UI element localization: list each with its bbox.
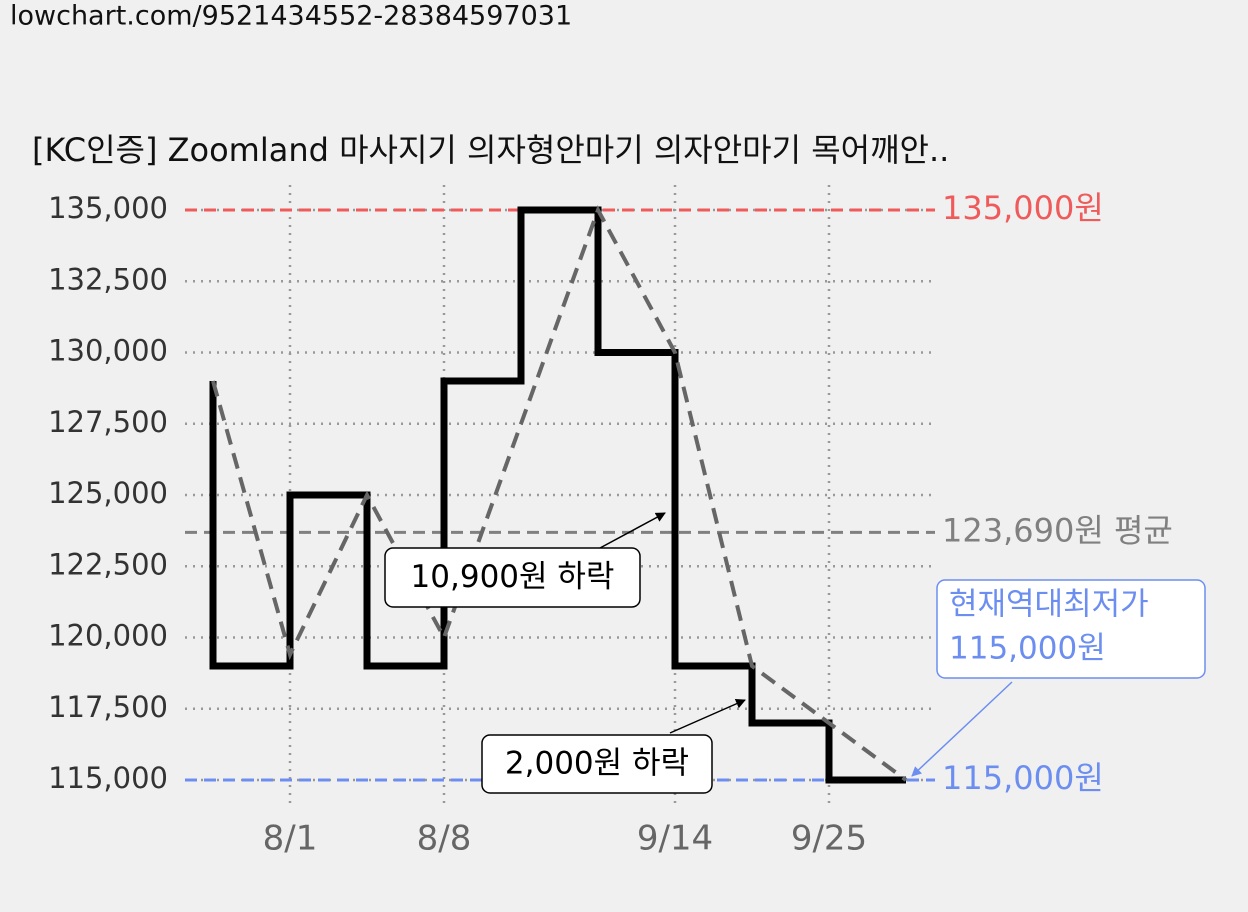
x-tick-label: 8/8 — [417, 819, 472, 859]
annotation-box — [384, 547, 641, 608]
annotation-box — [936, 579, 1206, 679]
price-line — [209, 206, 906, 784]
y-tick-label: 120,000 — [48, 619, 168, 653]
y-tick-label: 125,000 — [48, 476, 168, 510]
reference-label: 115,000원 — [942, 759, 1104, 797]
x-tick-label: 9/14 — [637, 819, 713, 859]
url: lowchart.com/9521434552-28384597031 — [10, 1, 572, 32]
y-tick-label: 132,500 — [48, 262, 168, 296]
y-tick-label: 115,000 — [48, 761, 168, 795]
y-tick-label: 127,500 — [48, 405, 168, 439]
y-tick-label: 117,500 — [48, 690, 168, 724]
y-tick-label: 122,500 — [48, 547, 168, 581]
x-tick-label: 9/25 — [791, 819, 867, 859]
annotation-box — [481, 734, 713, 794]
chart-title: [KC인증] Zoomland 마사지기 의자형안마기 의자안마기 목어깨안.. — [32, 131, 949, 169]
annotation-text: 10,900원 하락 — [411, 559, 615, 595]
reference-label: 135,000원 — [942, 189, 1104, 227]
x-tick-label: 8/1 — [263, 819, 318, 859]
y-tick-label: 135,000 — [48, 191, 168, 225]
annotation-arrow — [911, 681, 1013, 777]
annotation-text: 2,000원 하락 — [505, 746, 689, 782]
annotation-text: 115,000원 — [949, 631, 1106, 667]
reference-label: 123,690원 평균 — [942, 511, 1173, 549]
annotation-arrow — [669, 699, 746, 734]
annotation-text: 현재역대최저가 — [949, 587, 1149, 623]
trend-line — [211, 205, 908, 782]
annotation-arrow — [599, 512, 666, 549]
y-tick-label: 130,000 — [48, 334, 168, 368]
